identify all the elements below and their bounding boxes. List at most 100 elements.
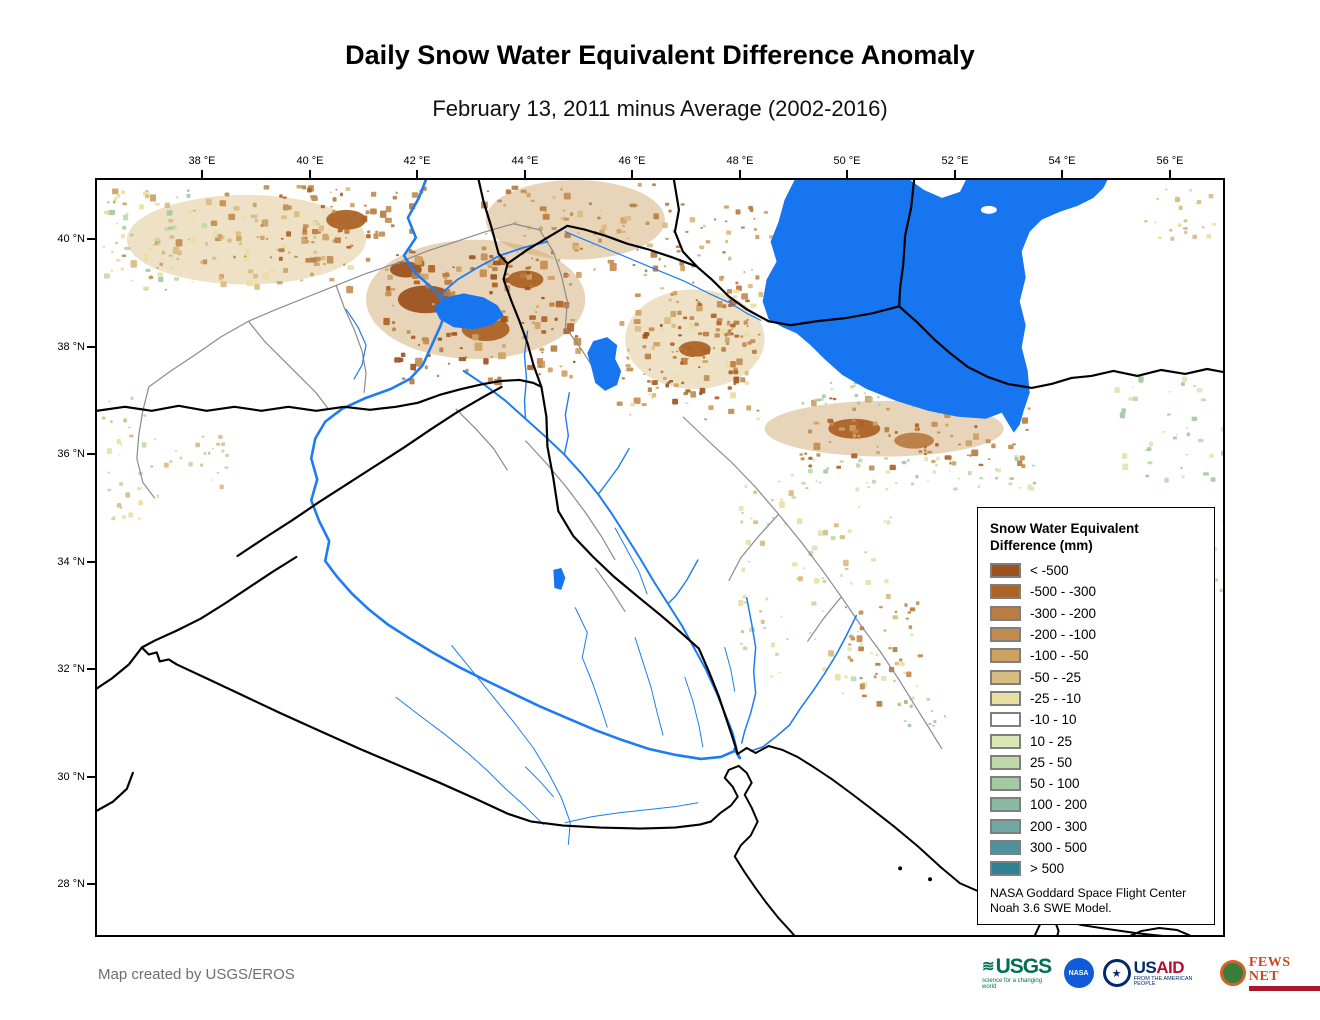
legend-swatch bbox=[990, 627, 1021, 643]
legend-swatch bbox=[990, 776, 1021, 792]
lat-tick bbox=[87, 238, 96, 240]
legend-source-line2: Noah 3.6 SWE Model. bbox=[990, 901, 1112, 916]
legend-label: 100 - 200 bbox=[1030, 797, 1088, 813]
fewsnet-banner bbox=[1248, 985, 1320, 991]
legend-title-line1: Snow Water Equivalent bbox=[990, 521, 1139, 536]
legend-item: -100 - -50 bbox=[990, 645, 1206, 666]
water-bodies bbox=[433, 180, 1108, 590]
legend-label: 10 - 25 bbox=[1030, 733, 1073, 749]
lat-tick bbox=[87, 561, 96, 563]
legend-swatch bbox=[990, 712, 1021, 728]
legend-label: -100 - -50 bbox=[1030, 648, 1089, 664]
lon-tick-label: 44 °E bbox=[511, 155, 539, 167]
legend-item: 200 - 300 bbox=[990, 816, 1206, 837]
lon-tick bbox=[309, 170, 311, 179]
legend-swatch bbox=[990, 861, 1021, 877]
usaid-tagline: FROM THE AMERICAN PEOPLE bbox=[1133, 975, 1193, 987]
lon-tick bbox=[846, 170, 848, 179]
agency-logos: ≋ USGS science for a changing world NASA… bbox=[982, 952, 1320, 994]
lon-tick bbox=[631, 170, 633, 179]
usaid-logo: ★ USAID FROM THE AMERICAN PEOPLE bbox=[1102, 959, 1211, 988]
lon-tick bbox=[524, 170, 526, 179]
legend-label: -300 - -200 bbox=[1030, 605, 1097, 621]
legend-label: 50 - 100 bbox=[1030, 776, 1080, 792]
legend-item: -25 - -10 bbox=[990, 688, 1206, 709]
legend-label: -200 - -100 bbox=[1030, 627, 1097, 643]
map-image bbox=[97, 180, 1223, 935]
lon-tick-label: 50 °E bbox=[833, 155, 861, 167]
legend-item: 50 - 100 bbox=[990, 773, 1206, 794]
lake-urmia bbox=[587, 337, 622, 391]
legend-item: -200 - -100 bbox=[990, 624, 1206, 645]
map-legend: Snow Water Equivalent Difference (mm) < … bbox=[977, 507, 1215, 925]
legend-label: 200 - 300 bbox=[1030, 818, 1088, 834]
lon-tick-label: 48 °E bbox=[726, 155, 754, 167]
usgs-logo-text: USGS bbox=[995, 955, 1053, 978]
terrain-layer bbox=[101, 180, 1223, 728]
lat-tick-label: 28 °N bbox=[57, 878, 85, 890]
country-borders bbox=[97, 180, 1223, 830]
legend-source: NASA Goddard Space Flight Center Noah 3.… bbox=[990, 886, 1206, 916]
absheron-peninsula bbox=[910, 180, 966, 198]
legend-swatch bbox=[990, 733, 1021, 749]
page-title: Daily Snow Water Equivalent Difference A… bbox=[345, 40, 975, 70]
legend-label: > 500 bbox=[1030, 861, 1065, 877]
fewsnet-logo: FEWS NET bbox=[1219, 954, 1320, 991]
lon-tick bbox=[1169, 170, 1171, 179]
legend-item: 10 - 25 bbox=[990, 730, 1206, 751]
lat-tick-label: 36 °N bbox=[57, 448, 85, 460]
legend-item: < -500 bbox=[990, 560, 1206, 581]
lon-tick bbox=[201, 170, 203, 179]
usgs-wave-icon: ≋ bbox=[982, 958, 995, 975]
legend-label: -50 - -25 bbox=[1030, 669, 1082, 685]
lon-tick-label: 56 °E bbox=[1156, 155, 1184, 167]
legend-swatch bbox=[990, 584, 1021, 600]
legend-label: -25 - -10 bbox=[1030, 690, 1082, 706]
legend-items: < -500 -500 - -300 -300 - -200 -200 - -100 -… bbox=[990, 560, 1206, 879]
legend-label: -10 - 10 bbox=[1030, 712, 1077, 728]
lat-tick-label: 30 °N bbox=[57, 771, 85, 783]
nasa-logo: NASA bbox=[1063, 958, 1094, 988]
legend-swatch bbox=[990, 797, 1021, 813]
legend-label: -500 - -300 bbox=[1030, 584, 1097, 600]
usgs-tagline: science for a changing world bbox=[982, 978, 1043, 990]
legend-title-line2: Difference (mm) bbox=[990, 538, 1093, 553]
lon-tick-label: 42 °E bbox=[403, 155, 431, 167]
lon-tick-label: 40 °E bbox=[296, 155, 324, 167]
legend-label: 300 - 500 bbox=[1030, 840, 1088, 855]
legend-item: -500 - -300 bbox=[990, 581, 1206, 602]
lat-tick-label: 40 °N bbox=[57, 233, 85, 245]
lake-van bbox=[433, 293, 504, 330]
legend-item: -50 - -25 bbox=[990, 666, 1206, 687]
map-credit: Map created by USGS/EROS bbox=[98, 966, 295, 983]
rivers bbox=[309, 180, 858, 845]
nasa-logo-text: NASA bbox=[1068, 969, 1089, 977]
legend-item: 100 - 200 bbox=[990, 794, 1206, 815]
map-svg bbox=[97, 180, 1223, 935]
legend-swatch bbox=[990, 840, 1021, 855]
legend-label: < -500 bbox=[1030, 563, 1069, 579]
lat-tick bbox=[87, 668, 96, 670]
page-subtitle: February 13, 2011 minus Average (2002-20… bbox=[432, 96, 888, 121]
lon-tick-label: 38 °E bbox=[188, 155, 216, 167]
fewsnet-globe-icon bbox=[1219, 960, 1246, 986]
fewsnet-logo-text: FEWS NET bbox=[1248, 954, 1291, 984]
lat-tick bbox=[87, 883, 96, 885]
legend-swatch bbox=[990, 563, 1021, 579]
legend-item: 25 - 50 bbox=[990, 752, 1206, 773]
lon-tick-label: 46 °E bbox=[618, 155, 646, 167]
usgs-logo: ≋ USGS science for a changing world bbox=[982, 956, 1055, 990]
lon-tick-label: 54 °E bbox=[1048, 155, 1076, 167]
legend-swatch bbox=[990, 690, 1021, 706]
lon-tick bbox=[739, 170, 741, 179]
legend-swatch bbox=[990, 754, 1021, 770]
legend-source-line1: NASA Goddard Space Flight Center bbox=[990, 886, 1187, 901]
legend-swatch bbox=[990, 669, 1021, 685]
legend-label: 25 - 50 bbox=[1030, 754, 1073, 770]
lon-tick bbox=[1061, 170, 1063, 179]
lon-tick-label: 52 °E bbox=[941, 155, 969, 167]
coastlines bbox=[709, 745, 1192, 935]
caspian-sea bbox=[762, 180, 1108, 433]
lon-tick bbox=[954, 170, 956, 179]
